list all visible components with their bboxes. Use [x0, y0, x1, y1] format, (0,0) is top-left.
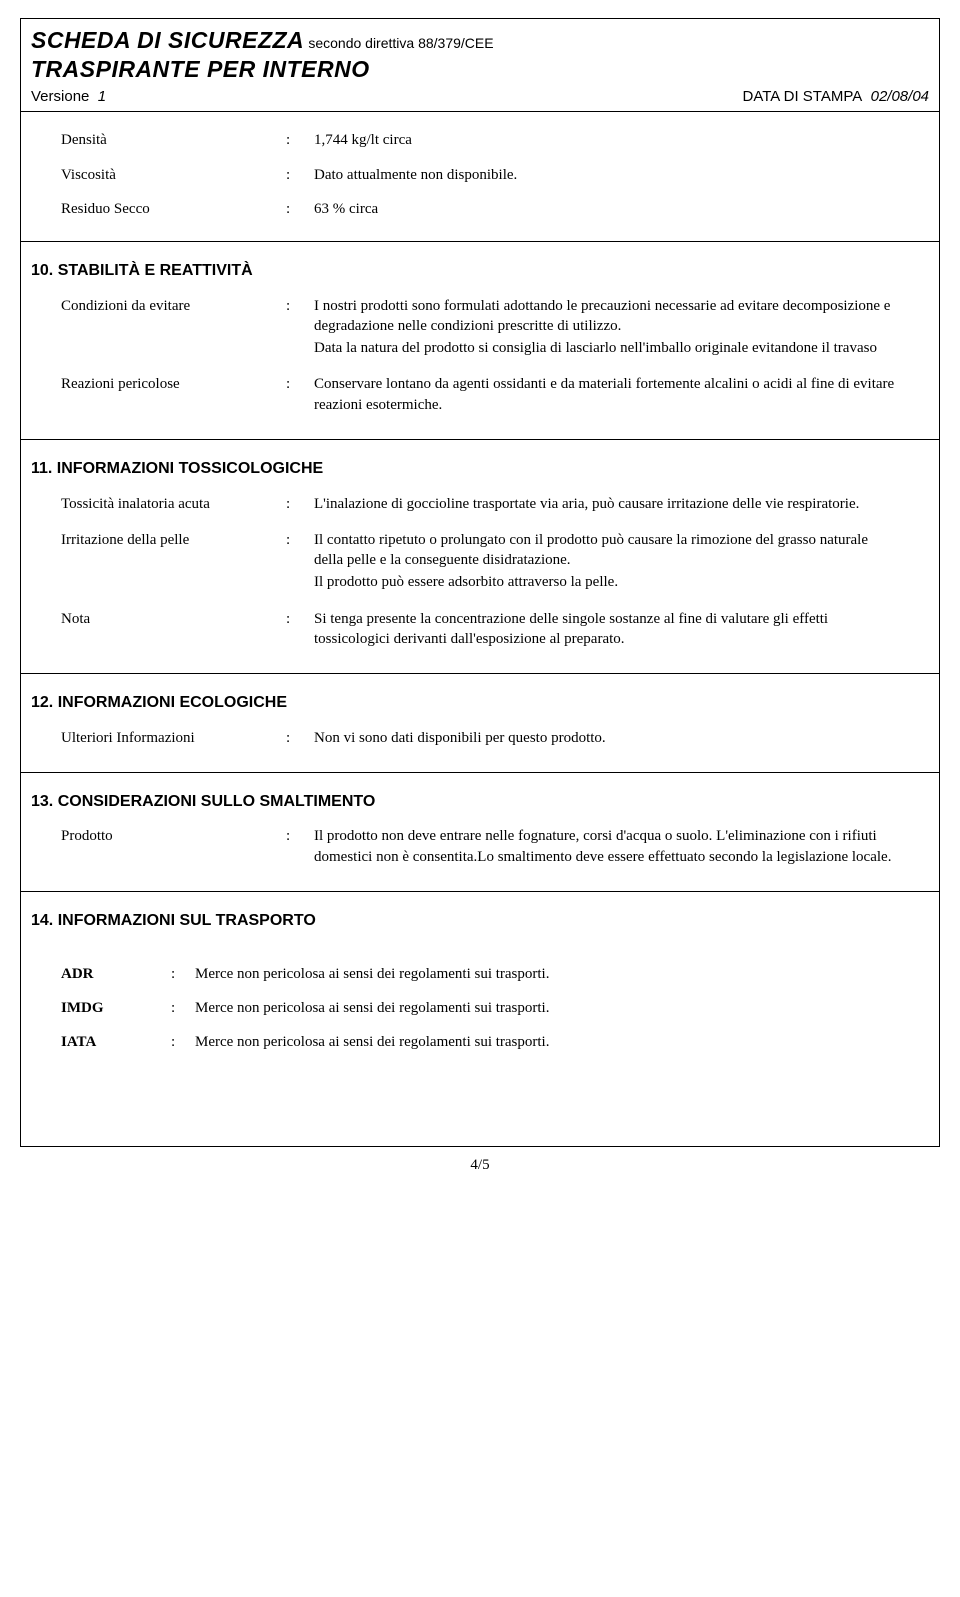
transport-code: IMDG: [61, 998, 171, 1018]
colon-sep: :: [286, 165, 314, 185]
prop-row: Densità : 1,744 kg/lt circa: [31, 130, 929, 150]
print-date-block: DATA DI STAMPA 02/08/04: [743, 87, 929, 107]
kv-label: Prodotto: [31, 826, 286, 869]
kv-row: Reazioni pericolose : Conservare lontano…: [31, 374, 929, 417]
transport-value: Merce non pericolosa ai sensi dei regola…: [195, 964, 929, 984]
prop-label: Densità: [31, 130, 286, 150]
value-para: I nostri prodotti sono formulati adottan…: [314, 296, 899, 337]
colon-sep: :: [286, 374, 314, 417]
colon-sep: :: [286, 609, 314, 652]
value-para: Si tenga presente la concentrazione dell…: [314, 609, 899, 650]
document-header: SCHEDA DI SICUREZZA secondo direttiva 88…: [21, 19, 939, 112]
section-12: 12. INFORMAZIONI ECOLOGICHE Ulteriori In…: [21, 674, 939, 773]
page-number: 4/5: [20, 1155, 940, 1175]
colon-sep: :: [171, 1032, 195, 1052]
kv-value: Il contatto ripetuto o prolungato con il…: [314, 530, 929, 595]
section-14-title: 14. INFORMAZIONI SUL TRASPORTO: [31, 910, 929, 932]
kv-value: I nostri prodotti sono formulati adottan…: [314, 296, 929, 361]
kv-label: Ulteriori Informazioni: [31, 728, 286, 750]
kv-value: L'inalazione di goccioline trasportate v…: [314, 494, 929, 516]
header-title-line: SCHEDA DI SICUREZZA secondo direttiva 88…: [31, 25, 929, 56]
kv-label: Tossicità inalatoria acuta: [31, 494, 286, 516]
kv-value: Conservare lontano da agenti ossidanti e…: [314, 374, 929, 417]
colon-sep: :: [286, 728, 314, 750]
document-frame: SCHEDA DI SICUREZZA secondo direttiva 88…: [20, 18, 940, 1147]
header-meta: Versione 1 DATA DI STAMPA 02/08/04: [31, 87, 929, 107]
transport-row: ADR : Merce non pericolosa ai sensi dei …: [31, 964, 929, 984]
colon-sep: :: [286, 130, 314, 150]
section-14: 14. INFORMAZIONI SUL TRASPORTO ADR : Mer…: [21, 892, 939, 1146]
prop-row: Viscosità : Dato attualmente non disponi…: [31, 165, 929, 185]
colon-sep: :: [171, 964, 195, 984]
transport-value: Merce non pericolosa ai sensi dei regola…: [195, 1032, 929, 1052]
prop-label: Viscosità: [31, 165, 286, 185]
transport-code: ADR: [61, 964, 171, 984]
version-number: 1: [98, 88, 106, 105]
kv-value: Si tenga presente la concentrazione dell…: [314, 609, 929, 652]
colon-sep: :: [286, 199, 314, 219]
kv-row: Tossicità inalatoria acuta : L'inalazion…: [31, 494, 929, 516]
section-properties-continued: Densità : 1,744 kg/lt circa Viscosità : …: [21, 112, 939, 242]
transport-code: IATA: [61, 1032, 171, 1052]
kv-row: Condizioni da evitare : I nostri prodott…: [31, 296, 929, 361]
document-body: Densità : 1,744 kg/lt circa Viscosità : …: [21, 112, 939, 1146]
transport-value: Merce non pericolosa ai sensi dei regola…: [195, 998, 929, 1018]
value-para: Il contatto ripetuto o prolungato con il…: [314, 530, 899, 571]
kv-label: Condizioni da evitare: [31, 296, 286, 361]
kv-row: Irritazione della pelle : Il contatto ri…: [31, 530, 929, 595]
prop-row: Residuo Secco : 63 % circa: [31, 199, 929, 219]
prop-value: 63 % circa: [314, 199, 929, 219]
kv-value: Il prodotto non deve entrare nelle fogna…: [314, 826, 929, 869]
value-para: Non vi sono dati disponibili per questo …: [314, 728, 899, 748]
prop-value: 1,744 kg/lt circa: [314, 130, 929, 150]
date-value: 02/08/04: [871, 88, 929, 105]
transport-row: IATA : Merce non pericolosa ai sensi dei…: [31, 1032, 929, 1052]
transport-row: IMDG : Merce non pericolosa ai sensi dei…: [31, 998, 929, 1018]
page: SCHEDA DI SICUREZZA secondo direttiva 88…: [0, 0, 960, 1597]
colon-sep: :: [286, 494, 314, 516]
colon-sep: :: [286, 296, 314, 361]
prop-label: Residuo Secco: [31, 199, 286, 219]
value-para: Il prodotto può essere adsorbito attrave…: [314, 572, 899, 592]
section-13: 13. CONSIDERAZIONI SULLO SMALTIMENTO Pro…: [21, 773, 939, 892]
section-12-title: 12. INFORMAZIONI ECOLOGICHE: [31, 692, 929, 714]
value-para: Data la natura del prodotto si consiglia…: [314, 338, 899, 358]
kv-row: Ulteriori Informazioni : Non vi sono dat…: [31, 728, 929, 750]
scheda-subtitle: secondo direttiva 88/379/CEE: [308, 35, 493, 51]
version-label: Versione: [31, 88, 89, 105]
section-13-title: 13. CONSIDERAZIONI SULLO SMALTIMENTO: [31, 791, 929, 813]
kv-label: Reazioni pericolose: [31, 374, 286, 417]
colon-sep: :: [171, 998, 195, 1018]
scheda-title: SCHEDA DI SICUREZZA: [31, 27, 304, 53]
section-10: 10. STABILITÀ E REATTIVITÀ Condizioni da…: [21, 242, 939, 440]
value-para: L'inalazione di goccioline trasportate v…: [314, 494, 899, 514]
value-para: Il prodotto non deve entrare nelle fogna…: [314, 826, 899, 867]
date-label: DATA DI STAMPA: [743, 88, 863, 105]
kv-label: Nota: [31, 609, 286, 652]
kv-label: Irritazione della pelle: [31, 530, 286, 595]
kv-value: Non vi sono dati disponibili per questo …: [314, 728, 929, 750]
colon-sep: :: [286, 530, 314, 595]
version-block: Versione 1: [31, 87, 106, 107]
prop-value: Dato attualmente non disponibile.: [314, 165, 929, 185]
kv-row: Prodotto : Il prodotto non deve entrare …: [31, 826, 929, 869]
section-11: 11. INFORMAZIONI TOSSICOLOGICHE Tossicit…: [21, 440, 939, 674]
colon-sep: :: [286, 826, 314, 869]
product-name: TRASPIRANTE PER INTERNO: [31, 54, 929, 85]
kv-row: Nota : Si tenga presente la concentrazio…: [31, 609, 929, 652]
section-11-title: 11. INFORMAZIONI TOSSICOLOGICHE: [31, 458, 929, 480]
value-para: Conservare lontano da agenti ossidanti e…: [314, 374, 899, 415]
section-10-title: 10. STABILITÀ E REATTIVITÀ: [31, 260, 929, 282]
